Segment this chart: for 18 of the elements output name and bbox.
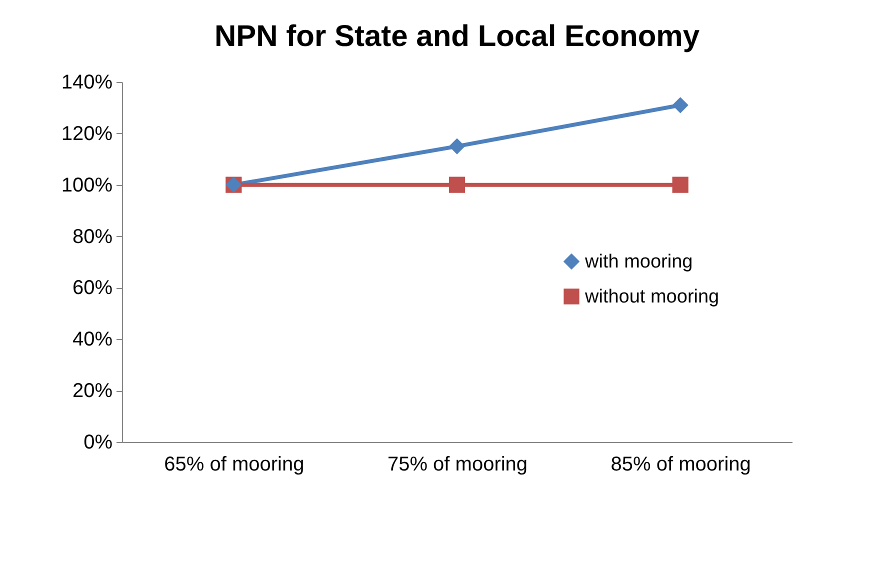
point [448,176,466,193]
y-tick-label: 0% [84,432,113,454]
point [672,176,688,193]
y-tick-label: 80% [72,226,113,248]
y-tick-label: 60% [72,277,113,300]
y-tick-label: 120% [61,122,113,145]
y-tick-label: 100% [61,174,113,196]
x-tick-label: 85% of mooring [610,454,751,476]
y-tick-label: 20% [72,380,113,402]
x-tick-label: 75% of mooring [387,454,528,476]
legend-label: with mooring [584,252,693,272]
chart-title: NPN for State and Local Economy [214,20,700,53]
x-tick-label: 65% of mooring [164,454,304,476]
point [448,138,466,154]
y-tick-label: 40% [72,328,113,351]
legend-label: without mooring [584,286,720,308]
y-tick-label: 140% [61,72,113,94]
point [672,97,688,114]
